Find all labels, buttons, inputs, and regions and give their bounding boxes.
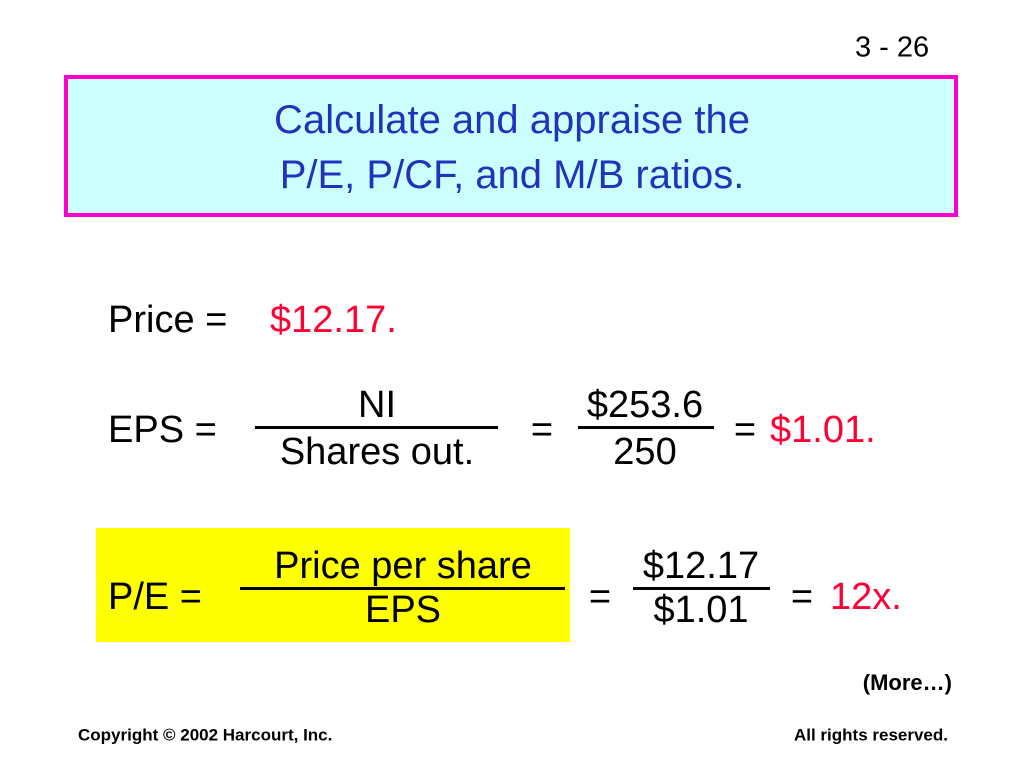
footer-left: Copyright © 2002 Harcourt, Inc. [78, 725, 333, 745]
pe-result: 12x. [830, 576, 902, 618]
numerator: Price per share [274, 545, 532, 587]
equals: = [790, 576, 814, 618]
denominator: EPS [364, 589, 442, 631]
equals: = [588, 576, 612, 618]
price-value: $12.17. [270, 299, 397, 341]
pe-label: P/E = [108, 576, 202, 618]
denominator: $1.01 [653, 589, 749, 631]
numerator: $253.6 [586, 384, 704, 426]
equals: = [530, 409, 554, 451]
footer-right: All rights reserved. [793, 725, 948, 745]
more-note: (More…) [862, 670, 952, 695]
equals: = [733, 409, 757, 451]
fraction-bar [255, 426, 498, 429]
title-line: Calculate and appraise the [274, 98, 750, 142]
title-box [64, 75, 958, 217]
highlight-box [96, 528, 570, 642]
fraction-bar [240, 587, 565, 590]
denominator: Shares out. [279, 431, 475, 473]
price-label: Price = [108, 299, 228, 341]
fraction-bar [578, 426, 714, 429]
slide-number: 3 - 26 [855, 31, 930, 64]
eps-label: EPS = [108, 409, 217, 451]
eps-result: $1.01. [770, 409, 876, 451]
title-line: P/E, P/CF, and M/B ratios. [279, 153, 745, 197]
fraction-bar [633, 587, 770, 590]
denominator: 250 [613, 431, 677, 473]
numerator: $12.17 [642, 545, 760, 587]
numerator: NI [358, 384, 396, 426]
